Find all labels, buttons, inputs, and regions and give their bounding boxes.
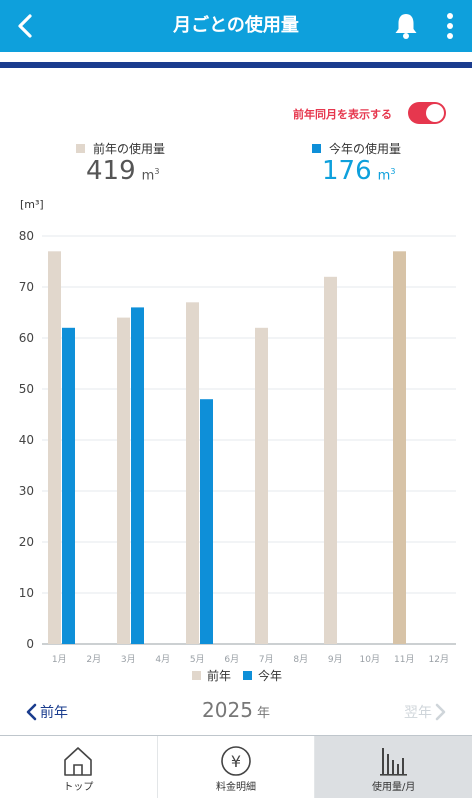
more-vertical-icon[interactable]: [436, 10, 464, 42]
chevron-left-icon[interactable]: [10, 10, 42, 42]
current-total-label: 今年の使用量: [312, 140, 401, 157]
bell-icon[interactable]: [390, 10, 422, 42]
tab-billing[interactable]: ¥ 料金明細: [156, 736, 315, 798]
toggle-knob: [426, 104, 444, 122]
bar-current-1: [62, 327, 75, 644]
current-total-value: 176: [322, 156, 372, 186]
app-header: 月ごとの使用量: [0, 0, 472, 52]
previous-total-label: 前年の使用量: [76, 140, 165, 157]
x-tick-label: 2月: [86, 654, 101, 665]
current-swatch: [312, 144, 321, 153]
previous-year-label: 前年: [40, 705, 68, 721]
next-year-button[interactable]: 翌年: [404, 702, 448, 722]
y-tick-label: 20: [19, 535, 34, 549]
yen-icon: ¥: [221, 746, 251, 776]
y-tick-label: 70: [19, 280, 34, 294]
y-tick-label: 0: [26, 637, 34, 651]
y-tick-label: 10: [19, 586, 34, 600]
show-previous-year-toggle[interactable]: [408, 102, 446, 124]
year-suffix: 年: [256, 706, 270, 721]
x-tick-label: 6月: [224, 654, 239, 665]
x-tick-label: 7月: [259, 654, 274, 665]
x-tick-label: 12月: [429, 654, 449, 665]
toggle-label: 前年同月を表示する: [293, 108, 392, 121]
previous-total-value: 419: [86, 156, 136, 186]
x-tick-label: 5月: [190, 654, 205, 665]
y-tick-label: 30: [19, 484, 34, 498]
x-tick-label: 11月: [394, 654, 414, 665]
x-tick-label: 4月: [155, 654, 170, 665]
bar-chart-icon: [379, 748, 407, 776]
page-title: 月ごとの使用量: [173, 15, 299, 36]
x-tick-label: 3月: [121, 654, 136, 665]
chevron-right-icon: [435, 703, 446, 721]
bar-previous-3: [117, 317, 130, 644]
y-tick-label: 80: [19, 229, 34, 243]
tab-monthly-usage-label: 使用量/月: [371, 782, 416, 793]
x-tick-label: 8月: [293, 654, 308, 665]
legend-current-label: 今年: [258, 668, 282, 683]
bar-previous-11: [393, 251, 406, 645]
current-total: 176 m3: [322, 156, 395, 186]
bottom-tab-bar: トップ ¥ 料金明細 使用量/月: [0, 735, 472, 798]
x-tick-label: 10月: [360, 654, 380, 665]
svg-text:¥: ¥: [231, 752, 241, 771]
current-total-unit: m3: [377, 166, 396, 183]
usage-bar-chart: [m³] 0 10 20 30 40 50 60 70 80 1月 2月 3月 4月 5月 6月 7月 8月 9月 1…: [19, 198, 456, 683]
bar-previous-7: [255, 327, 268, 644]
tab-top[interactable]: トップ: [0, 736, 157, 798]
bar-current-3: [131, 307, 144, 644]
y-tick-label: 50: [19, 382, 34, 396]
legend-current-swatch: [243, 671, 252, 680]
bar-current-5: [200, 399, 213, 644]
previous-total: 419 m3: [86, 156, 159, 186]
bar-previous-1: [48, 251, 61, 645]
y-tick-label: 60: [19, 331, 34, 345]
year-value: 2025: [202, 698, 253, 722]
current-total-caption: 今年の使用量: [329, 142, 402, 156]
tab-top-label: トップ: [63, 782, 94, 793]
bar-previous-9: [324, 276, 337, 644]
previous-total-unit: m3: [141, 166, 160, 183]
previous-swatch: [76, 144, 85, 153]
next-year-label: 翌年: [404, 705, 432, 721]
home-icon: [64, 747, 93, 776]
x-tick-label: 1月: [52, 654, 67, 665]
chevron-left-icon: [26, 703, 37, 721]
year-navigation: 前年 2025 年 翌年: [0, 696, 472, 730]
x-tick-label: 9月: [328, 654, 343, 665]
previous-total-caption: 前年の使用量: [93, 142, 166, 156]
tab-billing-label: 料金明細: [216, 782, 256, 793]
legend-previous-label: 前年: [207, 668, 231, 683]
tab-monthly-usage[interactable]: 使用量/月: [314, 736, 472, 798]
bar-previous-5: [186, 302, 199, 644]
previous-year-button[interactable]: 前年: [24, 702, 68, 722]
y-tick-label: 40: [19, 433, 34, 447]
y-axis-unit-label: [m³]: [20, 198, 44, 211]
header-divider: [0, 62, 472, 68]
legend-previous-swatch: [192, 671, 201, 680]
current-year: 2025 年: [0, 698, 472, 722]
